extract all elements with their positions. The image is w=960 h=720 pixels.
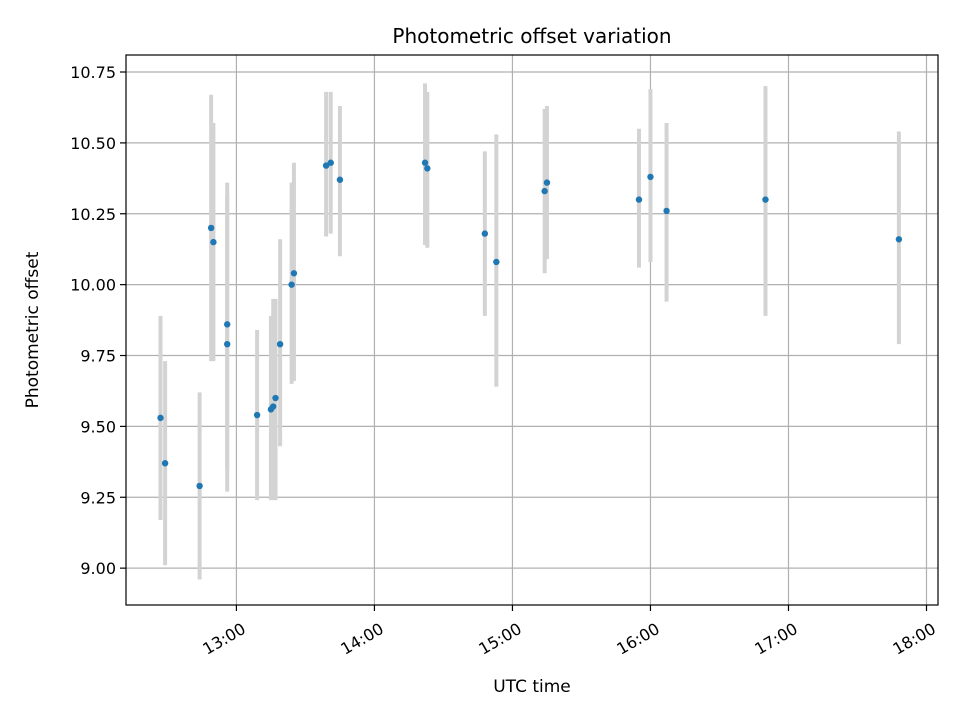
- data-point: [895, 236, 903, 243]
- data-point: [635, 196, 643, 203]
- y-tick-label: 10.50: [70, 134, 116, 153]
- x-axis-ticks: 13:00 14:00 15:00 16:00 17:00 18:00: [199, 605, 939, 659]
- data-point: [288, 281, 295, 288]
- x-tick-label: 15:00: [475, 619, 524, 659]
- y-tick-label: 9.75: [80, 347, 116, 366]
- data-point: [210, 238, 217, 246]
- y-tick-label: 10.00: [70, 276, 116, 295]
- data-point: [327, 159, 334, 166]
- data-point: [424, 165, 431, 172]
- data-point: [253, 411, 261, 419]
- data-point: [161, 460, 169, 467]
- y-axis-title: Photometric offset: [23, 251, 43, 408]
- data-point: [421, 159, 429, 166]
- x-tick-label: 18:00: [889, 619, 938, 659]
- data-point: [762, 196, 769, 203]
- plot-area-frame: [125, 54, 939, 606]
- y-tick-label: 9.25: [80, 488, 116, 507]
- data-point: [207, 224, 215, 232]
- data-point: [543, 179, 551, 186]
- y-tick-label: 9.50: [80, 417, 116, 436]
- data-point: [541, 187, 548, 195]
- data-point: [196, 482, 203, 490]
- data-point: [224, 321, 231, 328]
- data-point: [322, 162, 330, 169]
- y-axis-ticks: 9.00 9.25 9.50 9.75 10.00 10.25 10.50 10.75: [70, 63, 126, 578]
- x-axis-title: UTC time: [493, 677, 571, 697]
- data-point: [481, 230, 489, 237]
- data-point: [157, 414, 164, 422]
- data-point: [493, 258, 500, 266]
- data-point: [272, 394, 279, 402]
- data-point: [224, 340, 231, 348]
- grid-lines: [126, 55, 938, 605]
- y-tick-label: 10.25: [70, 205, 116, 224]
- chart-title: Photometric offset variation: [392, 24, 671, 48]
- data-point: [663, 207, 670, 215]
- data-point: [290, 270, 298, 277]
- y-tick-label: 9.00: [80, 559, 116, 578]
- x-tick-label: 13:00: [199, 619, 248, 659]
- x-tick-label: 14:00: [337, 619, 386, 659]
- data-point: [270, 403, 277, 410]
- data-point: [647, 173, 654, 181]
- data-point: [336, 176, 344, 183]
- data-points: [157, 159, 903, 490]
- x-tick-label: 16:00: [613, 619, 662, 659]
- y-tick-label: 10.75: [70, 63, 116, 82]
- x-tick-label: 17:00: [751, 619, 800, 659]
- data-point: [276, 340, 284, 348]
